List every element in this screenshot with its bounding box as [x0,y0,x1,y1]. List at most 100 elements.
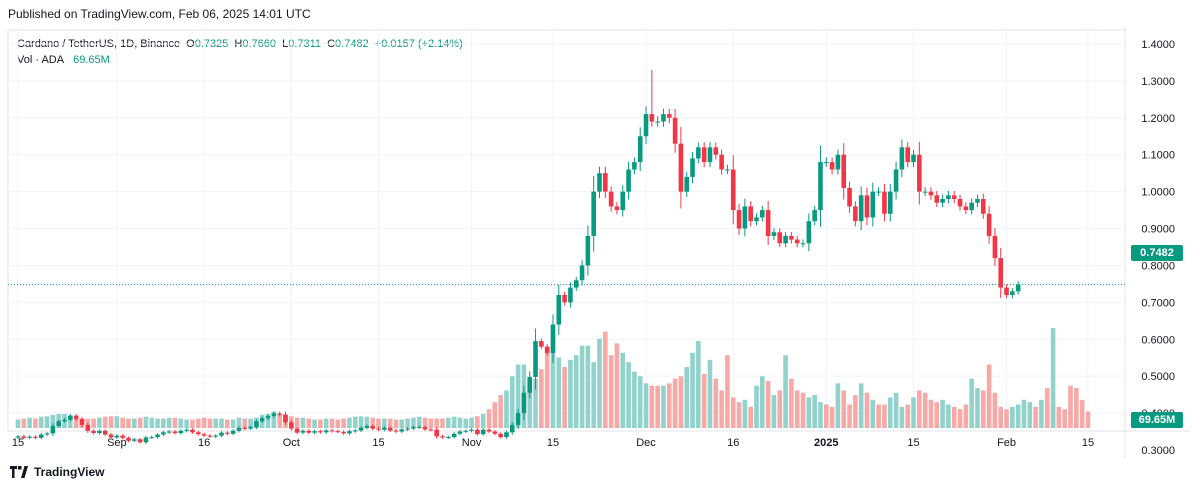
candle-body [68,415,73,420]
candle-body [870,191,876,218]
volume-bar [195,418,201,428]
volume-bar [469,417,474,428]
volume-bar [591,362,596,428]
candle-body [475,429,480,435]
volume-bar [178,418,184,428]
volume-bar [777,390,783,428]
candle-body [882,191,887,214]
brand-name: TradingView [34,465,105,479]
volume-bar [568,359,573,428]
candle-body [527,376,533,393]
volume-bar [335,419,341,428]
candle-body [38,434,44,438]
candle-body [265,416,271,419]
x-tick-label: 15 [12,437,24,449]
legend-volume-label[interactable]: Vol · ADA [17,54,65,66]
volume-bar [579,345,585,428]
candle-body [614,206,620,211]
candle-body [108,434,114,438]
volume-bar [701,373,707,428]
candle-body [446,437,451,439]
volume-bar [463,418,469,428]
volume-bar [812,395,817,428]
candle-body [562,294,567,303]
candle-body [980,199,986,214]
y-tick-label: 1.0000 [1141,187,1175,199]
candle-body [21,436,27,438]
volume-bar [323,418,329,428]
volume-bar [416,416,422,428]
volume-bar [632,371,637,428]
volume-bar [684,366,690,428]
x-tick-label: 16 [198,437,210,449]
volume-bar [1010,406,1015,428]
tradingview-brand[interactable]: TradingView [10,465,104,479]
volume-bar [475,416,480,428]
volume-bar [91,418,96,428]
candle-body [684,176,690,192]
candle-body [213,435,219,437]
candle-body [725,169,730,171]
volume-bar [370,417,376,428]
candle-body [85,424,91,431]
volume-bar [771,395,777,428]
volume-bar [742,399,748,428]
candle-body [957,199,963,207]
volume-bar [847,404,852,428]
volume-bar [33,418,38,428]
volume-bar [225,419,230,428]
volume-bar [1056,406,1062,428]
y-tick-label: 0.9000 [1141,224,1175,236]
candle-body [277,413,282,415]
candle-body [911,154,916,163]
candle-body [794,239,800,244]
volume-bar [480,413,486,428]
candle-body [219,432,224,436]
candle-body [992,235,998,259]
candle-body [207,435,213,437]
candle-body [33,436,38,438]
candle-body [678,143,684,192]
volume-bar [760,376,765,428]
candle-body [411,427,416,429]
candle-body [655,121,660,123]
candle-body [289,422,294,429]
candle-body [544,346,550,353]
volume-bar [207,418,213,428]
volume-bar [975,388,980,428]
volume-bar [358,416,364,428]
candle-body [492,431,498,434]
candle-body [463,430,469,432]
candle-body [643,114,649,137]
volume-bar [876,404,881,428]
volume-bar [829,406,835,428]
candle-body [713,147,719,155]
volume-bar [940,399,945,428]
candle-body [963,206,969,211]
volume-bar [172,417,178,428]
volume-bar [626,362,631,428]
candle-body [946,195,951,200]
candle-body [306,430,312,433]
candle-body [480,429,486,435]
candle-body [626,169,631,192]
volume-bar [132,418,137,428]
volume-bar [451,416,457,428]
volume-bar [794,390,800,428]
candle-body [440,436,445,438]
candle-body [585,235,591,266]
y-tick-label: 1.1000 [1141,150,1175,162]
volume-bar [143,416,149,428]
candle-body [387,427,393,431]
candle-body [428,429,434,431]
candle-body [56,421,62,427]
candle-body [120,435,125,438]
candle-body [27,436,32,438]
candle-body [376,428,381,430]
volume-bar [922,392,928,428]
candle-body [416,427,422,429]
volume-bar [858,383,864,428]
candle-body [143,437,149,443]
candle-body [451,433,457,438]
